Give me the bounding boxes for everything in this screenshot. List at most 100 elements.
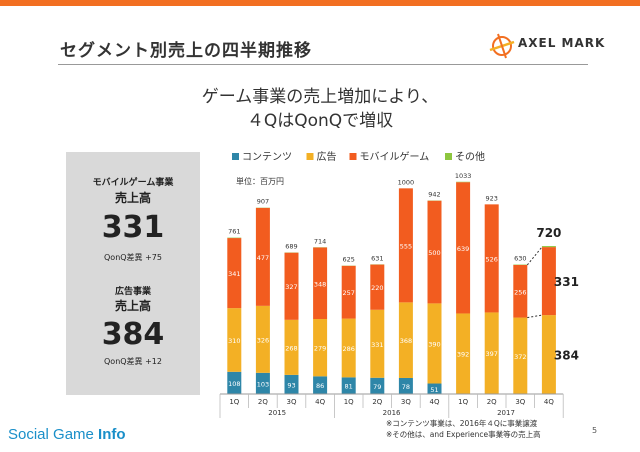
bar-2-11	[541, 247, 556, 316]
footnote-1: ※その他は、and Experience事業等の売上高	[386, 429, 541, 439]
game-sales-label: 売上高	[114, 191, 151, 205]
bar-1-9	[484, 312, 499, 394]
bar-1-0	[227, 308, 242, 372]
bar-2-10	[513, 264, 528, 318]
top-accent-bar	[0, 0, 640, 6]
legend-label-3: その他	[455, 150, 485, 163]
title-divider	[58, 64, 588, 65]
total-label-2: 689	[285, 242, 297, 250]
segment-label-mobile_game-5: 220	[371, 284, 383, 292]
bar-1-7	[427, 303, 442, 384]
segment-label-mobile_game-4: 257	[342, 289, 354, 297]
bar-2-9	[484, 204, 499, 313]
bar-1-3	[313, 319, 328, 377]
bar-1-10	[513, 317, 528, 394]
segment-label-ads-4: 286	[342, 345, 354, 353]
x-tick-label-0: 1Q	[229, 398, 239, 406]
segment-label-ads-7: 390	[428, 340, 440, 348]
segment-label-ads-5: 331	[371, 341, 383, 349]
bar-0-1	[255, 372, 270, 394]
segment-label-contents-7: 51	[430, 386, 438, 394]
total-label-3: 714	[314, 237, 326, 245]
bar-0-5	[370, 377, 385, 394]
headline-line-1: ゲーム事業の売上増加により、	[201, 87, 439, 107]
segment-label-mobile_game-3: 348	[314, 280, 326, 288]
x-tick-label-1: 2Q	[258, 398, 268, 406]
page-title: セグメント別売上の四半期推移	[60, 41, 312, 61]
bar-0-0	[227, 371, 242, 394]
headline-line-2: ４QはQonQで増収	[246, 111, 394, 131]
segment-label-mobile_game-6: 555	[400, 242, 412, 250]
legend-label-0: コンテンツ	[242, 152, 292, 163]
bar-0-2	[284, 374, 299, 394]
footer-logo-text-1: Social Game	[8, 426, 99, 443]
legend-swatch-3	[445, 153, 452, 160]
segment-label-ads-6: 368	[400, 337, 412, 345]
bar-2-3	[313, 247, 328, 320]
total-label-10: 630	[514, 255, 526, 263]
total-label-9: 923	[485, 194, 497, 202]
segment-label-mobile_game-7: 500	[428, 249, 440, 257]
x-tick-label-6: 3Q	[401, 398, 411, 406]
highlight-total-value: 720	[536, 226, 561, 240]
segment-label-mobile_game-1: 477	[257, 254, 269, 262]
x-tick-label-3: 4Q	[315, 398, 325, 406]
segment-label-ads-9: 397	[485, 350, 497, 358]
segment-label-contents-3: 86	[316, 382, 324, 390]
bar-2-5	[370, 264, 385, 310]
bar-0-6	[398, 377, 413, 394]
segment-label-contents-4: 81	[345, 383, 353, 391]
x-tick-label-8: 1Q	[458, 398, 468, 406]
game-sales-value: 331	[101, 210, 165, 245]
total-label-8: 1033	[455, 172, 472, 180]
total-label-5: 631	[371, 254, 383, 262]
total-label-7: 942	[428, 190, 440, 198]
highlight-game-value: 331	[554, 275, 579, 289]
year-label-1: 2016	[383, 409, 401, 417]
connector-ads	[527, 314, 542, 319]
total-label-4: 625	[342, 256, 354, 264]
ad-sales-value: 384	[101, 317, 165, 352]
legend-swatch-1	[306, 153, 314, 160]
segment-label-contents-2: 93	[287, 381, 295, 389]
bar-1-1	[255, 305, 270, 373]
unit-label: 単位：百万円	[236, 176, 284, 186]
ad-segment-label: 広告事業	[114, 287, 151, 297]
year-label-0: 2015	[268, 409, 286, 417]
x-tick-label-7: 4Q	[430, 398, 440, 406]
x-tick-label-11: 4Q	[544, 398, 554, 406]
bar-1-4	[341, 318, 356, 378]
highlight-ads-value: 384	[554, 349, 579, 363]
bar-1-8	[456, 313, 471, 394]
x-tick-label-5: 2Q	[372, 398, 382, 406]
bar-0-3	[313, 376, 328, 394]
footer-logo-text-2: Info	[98, 426, 126, 443]
segment-label-contents-0: 108	[228, 380, 240, 388]
legend-label-2: モバイルゲーム	[360, 151, 430, 163]
segment-label-mobile_game-10: 256	[514, 288, 526, 296]
legend-label-1: 広告	[317, 150, 337, 163]
total-label-0: 761	[228, 228, 240, 236]
footer-logo: Social Game Info	[8, 426, 126, 443]
game-segment-label: モバイルゲーム事業	[92, 178, 174, 188]
ad-qonq-diff: QonQ差異 +12	[104, 357, 162, 366]
segment-label-mobile_game-9: 526	[485, 255, 497, 263]
bar-3-11	[541, 246, 556, 248]
x-tick-label-2: 3Q	[287, 398, 297, 406]
year-label-2: 2017	[497, 409, 515, 417]
brand-logo-icon	[489, 33, 515, 59]
legend-swatch-2	[349, 153, 357, 160]
bar-2-7	[427, 200, 442, 304]
legend-swatch-0	[232, 153, 239, 160]
bar-2-2	[284, 252, 299, 320]
bar-1-5	[370, 309, 385, 378]
ad-sales-label: 売上高	[114, 299, 151, 313]
segment-label-mobile_game-2: 327	[285, 283, 297, 291]
bar-1-2	[284, 319, 299, 375]
page-number: 5	[592, 426, 598, 435]
segment-label-mobile_game-0: 341	[228, 270, 240, 278]
bar-1-11	[541, 315, 556, 394]
bar-1-6	[398, 302, 413, 378]
total-label-6: 1000	[398, 178, 415, 186]
